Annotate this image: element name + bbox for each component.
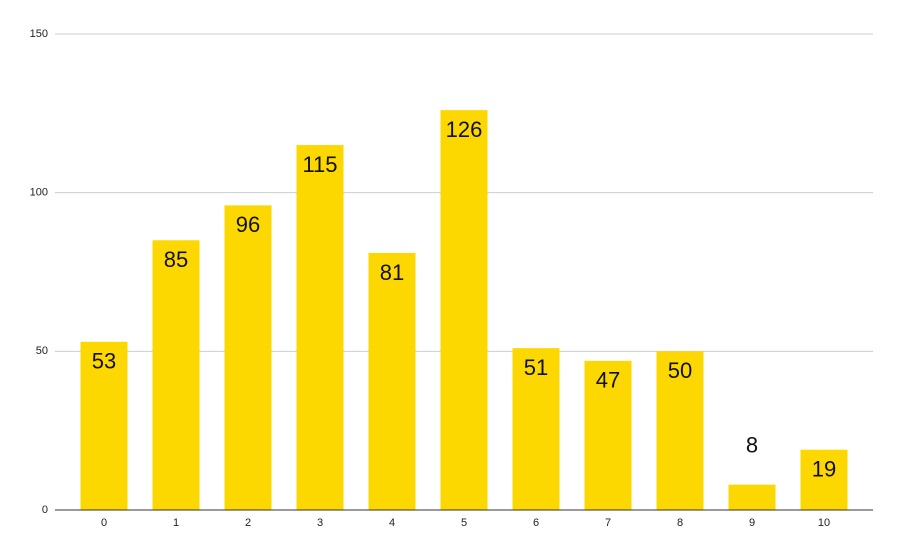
bar bbox=[368, 252, 416, 510]
y-tick-label: 50 bbox=[36, 345, 48, 357]
x-tick-label: 9 bbox=[749, 517, 755, 529]
value-label: 47 bbox=[596, 368, 620, 393]
y-tick-label: 0 bbox=[42, 504, 48, 516]
y-tick-label: 150 bbox=[30, 28, 48, 40]
value-label: 126 bbox=[446, 117, 483, 142]
x-tick-label: 7 bbox=[605, 517, 611, 529]
x-tick-label: 5 bbox=[461, 517, 467, 529]
value-label: 96 bbox=[236, 212, 260, 237]
x-tick-label: 4 bbox=[389, 517, 395, 529]
y-tick-label: 100 bbox=[30, 187, 48, 199]
bar bbox=[296, 145, 344, 511]
x-tick-label: 1 bbox=[173, 517, 179, 529]
x-tick-label: 2 bbox=[245, 517, 251, 529]
x-tick-label: 0 bbox=[101, 517, 107, 529]
value-label: 85 bbox=[164, 247, 188, 272]
x-tick-label: 8 bbox=[677, 517, 683, 529]
bar bbox=[584, 360, 632, 510]
bar bbox=[800, 449, 848, 510]
bar bbox=[152, 240, 200, 510]
bar bbox=[728, 484, 776, 510]
x-tick-label: 6 bbox=[533, 517, 539, 529]
value-label: 115 bbox=[302, 152, 337, 177]
value-label: 51 bbox=[524, 355, 548, 380]
value-label: 50 bbox=[668, 358, 692, 383]
value-label: 53 bbox=[92, 349, 116, 374]
bar bbox=[80, 341, 128, 510]
value-label: 81 bbox=[380, 260, 404, 285]
value-label: 19 bbox=[812, 457, 836, 482]
bar bbox=[512, 348, 560, 510]
x-tick-label: 10 bbox=[818, 517, 830, 529]
bar bbox=[440, 110, 488, 510]
bar bbox=[656, 351, 704, 510]
x-tick-label: 3 bbox=[317, 517, 323, 529]
value-label: 8 bbox=[746, 432, 758, 457]
bar bbox=[224, 205, 272, 511]
